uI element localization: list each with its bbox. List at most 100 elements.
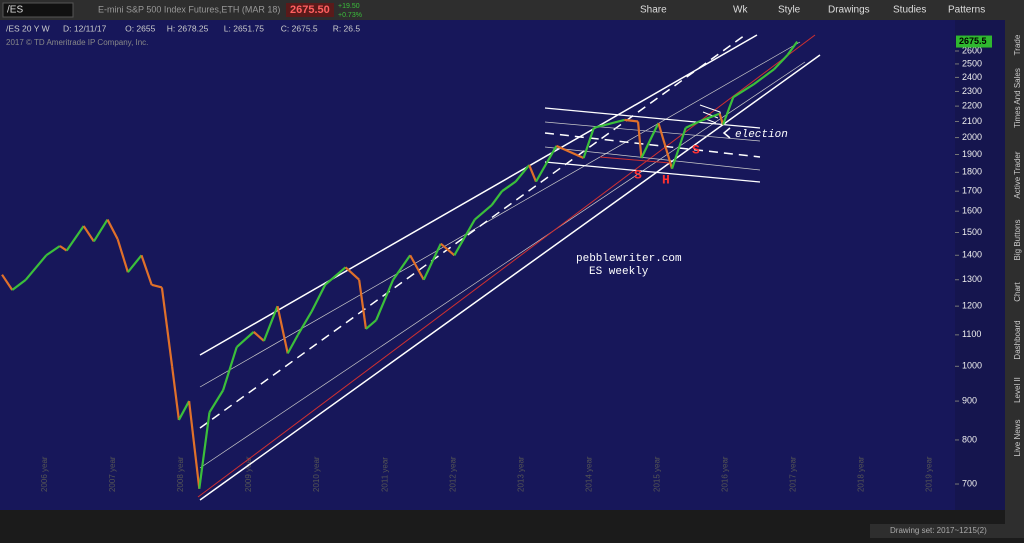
price-segment [65,225,85,252]
price-segment [140,254,153,286]
toolbar-button[interactable]: Style [778,5,801,16]
pattern-label: S [692,142,700,157]
side-tab[interactable]: Times And Sales [1013,68,1022,128]
channel-line [199,61,806,469]
trend-line [197,34,816,498]
legend-item: R: 26.5 [333,23,361,33]
price-segment [11,278,27,291]
price-segment [59,245,68,252]
year-watermark: 2007 year [108,456,117,492]
legend-item: O: 2655 [125,23,156,33]
price-segment [392,254,412,281]
price-segment [208,389,225,413]
side-tab[interactable]: Trade [1013,34,1022,55]
price-segment [365,319,377,330]
year-watermark: 2006 year [40,456,49,492]
price-segment [358,279,368,330]
price-segment [160,287,174,367]
price: 2675.50 [290,4,330,16]
drawing-set: Drawing set: 2017~1215(2) [890,526,987,535]
price-segment [624,118,639,123]
side-tab[interactable]: Big Buttons [1013,220,1022,261]
change-pct: +0.73% [338,12,362,19]
symbol[interactable]: /ES [7,5,23,16]
year-watermark: 2018 year [856,456,865,492]
price-segment [409,254,425,281]
price-segment [116,238,129,273]
price-segment [1,274,14,291]
price-segment [235,331,255,348]
price-box [286,3,334,17]
arrow [722,127,731,139]
price-segment [106,219,119,240]
channel-midline [199,34,746,429]
price-segment [92,218,109,243]
drawings [197,34,821,501]
y-tick-label: 2400 [962,72,982,82]
y-tick-label: 1200 [962,301,982,311]
side-panel [1005,20,1024,538]
side-tab[interactable]: Level II [1013,377,1022,403]
price-segment [718,113,725,125]
box-midline [544,132,761,158]
toolbar-button[interactable]: Drawings [828,5,870,16]
year-watermark: 2014 year [584,456,593,492]
price-segment [422,243,442,281]
price-segment [636,121,643,159]
price-segment [286,334,299,354]
price-segment [82,225,95,243]
last-price-box [956,35,992,48]
channel-line [199,34,758,356]
toolbar-button[interactable]: Patterns [948,5,985,16]
y-tick-label: 2300 [962,86,982,96]
y-tick-label: 2600 [962,45,982,55]
price-segment [582,127,595,159]
y-tick-label: 1300 [962,274,982,284]
toolbar-button[interactable]: Share [640,5,667,16]
price-series [1,40,799,489]
price-segment [685,120,700,129]
last-price-label: 2675.5 [959,36,987,46]
y-tick-label: 2200 [962,100,982,110]
year-watermark: 2019 year [924,456,933,492]
watermark: pebblewriter.com [576,253,682,265]
price-segment [296,311,313,336]
price-segment [310,284,327,313]
y-tick-label: 1800 [962,167,982,177]
price-segment [657,122,674,170]
y-tick-label: 1700 [962,186,982,196]
price-segment [375,279,395,321]
price-segment [25,254,48,281]
year-watermark: 2017 year [788,456,797,492]
symbol-box[interactable] [2,2,74,18]
year-watermark: 2012 year [448,456,457,492]
toolbar [0,0,1024,20]
price-segment [222,346,238,391]
y-tick-label: 1400 [962,250,982,260]
channel-line [199,54,821,501]
y-tick-label: 1100 [962,329,981,339]
price-segment [640,122,660,159]
side-tab[interactable]: Chart [1013,281,1022,301]
y-tick-label: 900 [962,395,977,405]
price-segment [188,400,201,489]
price-segment [262,305,279,342]
pattern-label: S [634,167,642,182]
toolbar-buttons: Share Wk Style Drawings Studies Patterns [640,5,985,16]
toolbar-button[interactable]: Wk [733,5,748,16]
time-axis [0,510,1005,538]
side-tab[interactable]: Dashboard [1013,320,1022,359]
year-watermark: 2015 year [652,456,661,492]
legend-item: L: 2651.75 [224,23,264,33]
price-segment [151,283,163,289]
legend-item: /ES 20 Y W [6,23,50,33]
price-segment [773,54,789,71]
price-segment [514,164,531,183]
y-tick-label: 700 [962,478,977,488]
price-segment [786,40,799,56]
y-tick-label: 800 [962,434,977,444]
side-tab[interactable]: Active Trader [1013,151,1022,198]
side-tab[interactable]: Live News [1013,420,1022,457]
grid: 700 800 900 1000 1100 1200 1300 1400 1500 1600 170… [40,45,982,522]
toolbar-button[interactable]: Studies [893,5,926,16]
